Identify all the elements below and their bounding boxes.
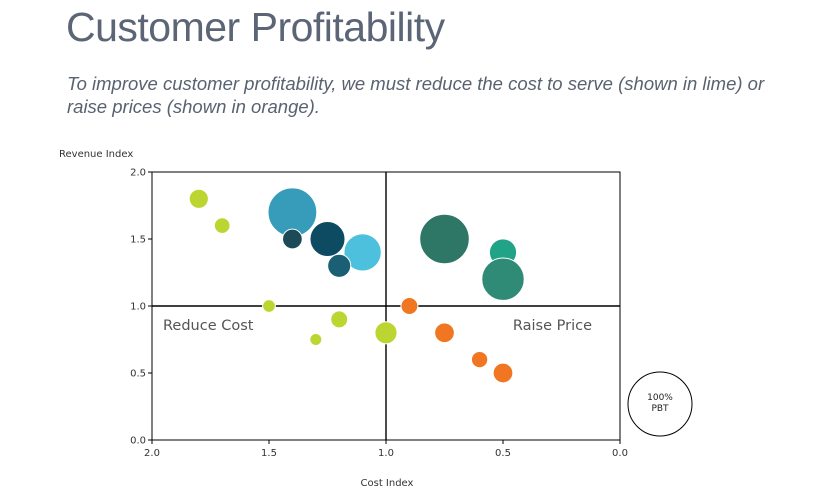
x-tick-label: 0.5 bbox=[495, 448, 511, 459]
bubble-point bbox=[213, 217, 231, 234]
bubble-point bbox=[481, 257, 525, 301]
quadrant-label-reduce-cost: Reduce Cost bbox=[163, 318, 254, 334]
bubble-point bbox=[419, 213, 470, 265]
size-legend: 100% PBT bbox=[627, 371, 693, 437]
bubble-point bbox=[492, 362, 514, 384]
page-title: Customer Profitability bbox=[66, 4, 445, 50]
size-legend-label: PBT bbox=[651, 404, 669, 414]
bubble-point bbox=[282, 228, 303, 250]
x-tick-label: 1.0 bbox=[378, 448, 394, 459]
y-tick-label: 1.5 bbox=[130, 235, 146, 246]
bubble-point bbox=[327, 253, 352, 278]
y-tick-label: 2.0 bbox=[130, 168, 146, 179]
bubble-point bbox=[434, 322, 455, 344]
y-axis-title: Revenue Index bbox=[59, 149, 133, 160]
bubble-point bbox=[343, 233, 382, 272]
quadrant-label-raise-price: Raise Price bbox=[513, 318, 592, 334]
size-legend-value: 100% bbox=[647, 393, 673, 403]
bubble-point bbox=[309, 333, 323, 346]
x-tick-label: 2.0 bbox=[144, 448, 160, 459]
y-tick-label: 0.0 bbox=[130, 436, 146, 447]
bubble-point bbox=[309, 220, 346, 258]
y-tick-label: 0.5 bbox=[130, 369, 146, 380]
bubble-point bbox=[374, 321, 398, 345]
page-subtitle: To improve customer profitability, we mu… bbox=[67, 73, 765, 117]
bubble-point bbox=[470, 350, 489, 369]
bubble-point bbox=[262, 299, 276, 313]
x-tick-label: 1.5 bbox=[261, 448, 277, 459]
y-tick-label: 1.0 bbox=[130, 302, 146, 313]
bubble-point bbox=[188, 188, 209, 209]
x-axis-title: Cost Index bbox=[361, 478, 414, 489]
size-legend-circle bbox=[627, 371, 693, 437]
x-tick-label: 0.0 bbox=[612, 448, 628, 459]
bubble-point bbox=[330, 310, 349, 329]
bubble-point bbox=[400, 297, 419, 315]
